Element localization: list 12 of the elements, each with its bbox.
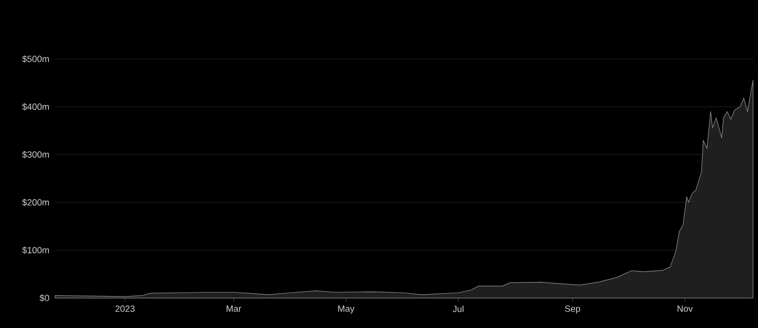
- x-tick-label: Sep: [564, 306, 580, 314]
- y-tick-label: $500m: [22, 55, 49, 63]
- y-tick-label: $400m: [22, 103, 49, 110]
- x-tick-label: Jul: [452, 306, 464, 312]
- y-tick-label: $100m: [22, 246, 49, 254]
- y-tick-label: $0: [40, 294, 50, 302]
- x-tick-label: 2023: [115, 306, 135, 312]
- x-tick-label: Nov: [678, 306, 693, 312]
- x-tick-label: May: [338, 306, 354, 314]
- y-tick-label: $200m: [22, 198, 49, 206]
- y-tick-label: $300m: [22, 150, 49, 158]
- x-tick-label: Mar: [226, 306, 242, 312]
